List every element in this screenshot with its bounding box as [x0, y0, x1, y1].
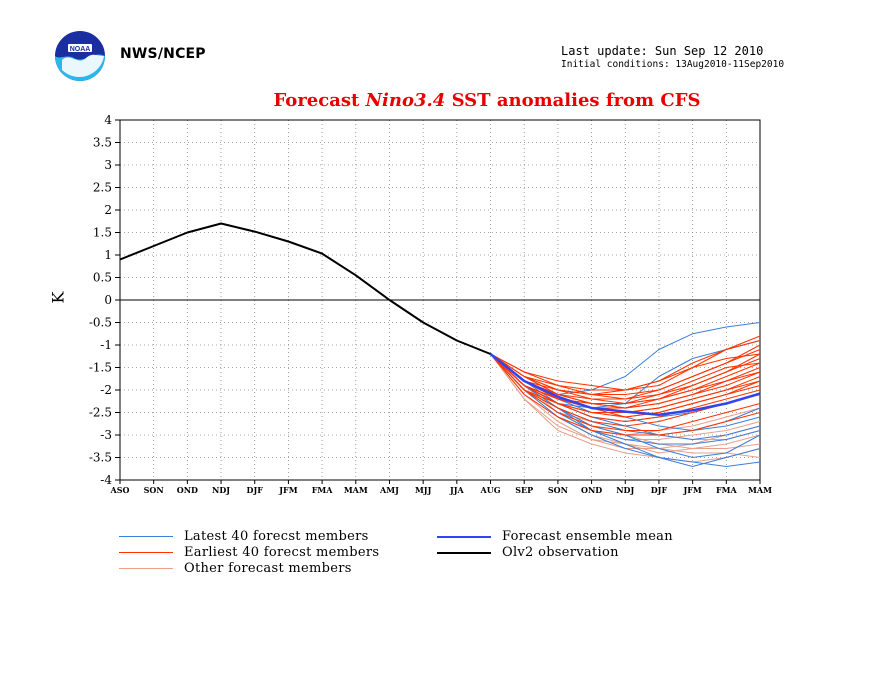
svg-text:NOAA: NOAA	[70, 46, 91, 53]
ensemble-mean-line	[489, 353, 761, 417]
y-tick-label: -4	[100, 473, 112, 487]
legend-label: Olv2 observation	[502, 545, 619, 560]
x-tick-label: OND	[581, 485, 602, 495]
last-update: Last update: Sun Sep 12 2010	[561, 44, 764, 58]
y-tick-label: 1	[104, 248, 112, 262]
x-tick-label: NDJ	[616, 485, 634, 495]
x-tick-label: FMA	[716, 485, 738, 495]
y-tick-label: 0	[104, 293, 112, 307]
x-tick-label: JFM	[278, 485, 297, 495]
legend-label: Latest 40 forecst members	[184, 529, 369, 544]
y-tick-label: -0.5	[89, 316, 112, 330]
legend-swatch	[119, 552, 173, 553]
legend-item: Earliest 40 forecst members	[119, 545, 379, 560]
y-tick-label: 2	[104, 203, 112, 217]
org-label: NWS/NCEP	[120, 46, 206, 62]
y-tick-label: -3	[100, 428, 112, 442]
x-tick-label: JFM	[682, 485, 701, 495]
earliest-member-line	[490, 353, 761, 422]
chart-title-suffix: SST anomalies from CFS	[445, 90, 701, 111]
legend-swatch	[119, 536, 173, 537]
y-tick-label: 1.5	[93, 226, 112, 240]
earliest-member-line	[490, 344, 761, 400]
chart-title: Forecast Nino3.4 SST anomalies from CFS	[47, 90, 880, 111]
y-tick-label: 2.5	[93, 181, 112, 195]
x-tick-label: JJA	[449, 485, 465, 495]
y-tick-label: -2	[100, 383, 112, 397]
x-tick-label: NDJ	[212, 485, 230, 495]
x-tick-label: SON	[144, 485, 164, 495]
x-tick-label: DJF	[651, 485, 668, 495]
y-tick-label: 3	[104, 158, 112, 172]
initial-conditions: Initial conditions: 13Aug2010-11Sep2010	[561, 59, 785, 70]
legend-label: Earliest 40 forecst members	[184, 545, 380, 560]
latest-member-line	[490, 353, 761, 467]
y-tick-label: 0.5	[93, 271, 112, 285]
x-tick-label: MAM	[748, 485, 772, 495]
x-tick-label: AUG	[480, 485, 501, 495]
legend-label: Forecast ensemble mean	[502, 529, 673, 544]
y-tick-label: 4	[104, 113, 112, 127]
x-tick-label: OND	[177, 485, 198, 495]
y-tick-label: -2.5	[89, 406, 112, 420]
legend-swatch	[437, 551, 491, 554]
y-tick-label: -1.5	[89, 361, 112, 375]
y-tick-label: 3.5	[93, 136, 112, 150]
earliest-member-line	[490, 353, 761, 431]
legend-item: Latest 40 forecst members	[119, 529, 369, 544]
y-tick-label: -1	[100, 338, 112, 352]
legend-item: Other forecast members	[119, 561, 352, 576]
x-tick-label: AMJ	[379, 485, 399, 495]
legend-swatch	[119, 568, 173, 569]
latest-member-line	[490, 353, 761, 467]
other-member-line	[490, 353, 761, 463]
earliest-member-line	[490, 353, 761, 436]
y-tick-label: -3.5	[89, 451, 112, 465]
x-tick-label: ASO	[110, 485, 130, 495]
x-tick-label: MAM	[344, 485, 368, 495]
legend-swatch	[437, 535, 491, 538]
chart-title-prefix: Forecast	[273, 90, 366, 111]
x-tick-label: MJJ	[415, 485, 432, 495]
legend-item: Forecast ensemble mean	[437, 529, 673, 544]
earliest-member-line	[490, 353, 761, 409]
earliest-member-line	[490, 353, 761, 395]
x-tick-label: SEP	[515, 485, 533, 495]
x-tick-label: DJF	[247, 485, 264, 495]
observation-line	[119, 222, 491, 355]
x-tick-label: FMA	[312, 485, 334, 495]
chart-title-italic: Nino3.4	[365, 90, 446, 111]
legend-label: Other forecast members	[184, 561, 352, 576]
x-tick-label: SON	[548, 485, 568, 495]
legend-item: Olv2 observation	[437, 545, 619, 560]
noaa-logo: NOAA	[55, 31, 105, 81]
